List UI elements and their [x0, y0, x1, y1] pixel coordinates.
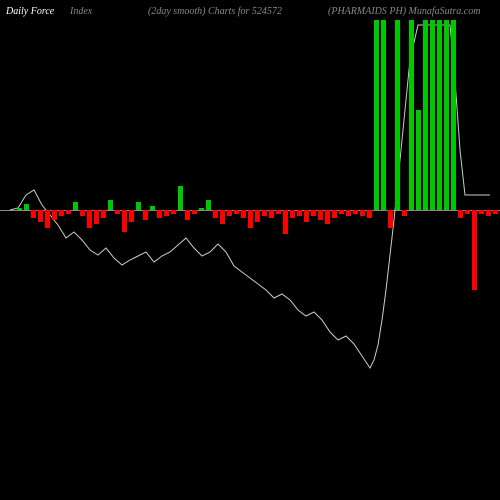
force-bar — [213, 210, 218, 218]
force-bar — [220, 210, 225, 224]
force-bar — [122, 210, 127, 232]
force-bar — [423, 20, 428, 210]
force-bar — [451, 20, 456, 210]
force-bar — [297, 210, 302, 216]
force-bar — [290, 210, 295, 218]
force-bar — [143, 210, 148, 220]
force-bar — [381, 20, 386, 210]
force-bar — [248, 210, 253, 228]
force-bar — [388, 210, 393, 228]
force-bar — [31, 210, 36, 218]
force-bar — [234, 210, 239, 214]
force-bar — [115, 210, 120, 214]
force-bar — [80, 210, 85, 216]
force-bar — [353, 210, 358, 214]
force-bar — [101, 210, 106, 218]
force-bar — [24, 204, 29, 210]
force-bar — [227, 210, 232, 216]
force-bar — [171, 210, 176, 214]
force-bar — [199, 208, 204, 210]
force-bar — [486, 210, 491, 216]
force-bar — [129, 210, 134, 222]
chart-area — [0, 20, 500, 490]
force-bar — [430, 20, 435, 210]
force-bar — [318, 210, 323, 220]
force-bar — [17, 208, 22, 210]
force-bar — [108, 200, 113, 210]
force-bar — [283, 210, 288, 234]
force-bar — [395, 20, 400, 210]
force-bar — [192, 210, 197, 214]
force-bar — [164, 210, 169, 216]
force-bar — [94, 210, 99, 224]
force-bar — [304, 210, 309, 222]
force-bar — [311, 210, 316, 216]
force-bar — [416, 110, 421, 210]
force-bar — [73, 202, 78, 210]
force-bar — [437, 20, 442, 210]
force-bar — [150, 206, 155, 210]
force-bar — [38, 210, 43, 222]
force-bar — [178, 186, 183, 210]
force-bar — [479, 210, 484, 214]
force-bar — [458, 210, 463, 218]
force-bar — [325, 210, 330, 224]
force-bar — [367, 210, 372, 218]
header-title: Daily Force — [6, 6, 54, 17]
header-info: (2day smooth) Charts for 524572 — [148, 6, 282, 17]
force-bar — [472, 210, 477, 290]
force-bar — [360, 210, 365, 216]
force-bar — [346, 210, 351, 216]
force-bar — [87, 210, 92, 228]
force-bar — [269, 210, 274, 218]
force-bar — [276, 210, 281, 214]
force-bar — [262, 210, 267, 216]
force-bar — [136, 202, 141, 210]
force-bar — [465, 210, 470, 214]
force-bar — [255, 210, 260, 222]
force-bar — [374, 20, 379, 210]
force-bar — [493, 210, 498, 214]
force-bar — [185, 210, 190, 220]
force-bar — [206, 200, 211, 210]
header-source: (PHARMAIDS PH) MunafaSutra.com — [328, 6, 480, 17]
force-bar — [332, 210, 337, 218]
force-bar — [444, 20, 449, 210]
force-bar — [402, 210, 407, 216]
force-bar — [59, 210, 64, 216]
force-bar — [409, 20, 414, 210]
force-bar — [157, 210, 162, 218]
header-subtitle: Index — [70, 6, 92, 17]
force-bar — [241, 210, 246, 218]
force-bar — [52, 210, 57, 220]
force-bar — [339, 210, 344, 214]
force-bar — [45, 210, 50, 228]
force-bar — [66, 210, 71, 214]
